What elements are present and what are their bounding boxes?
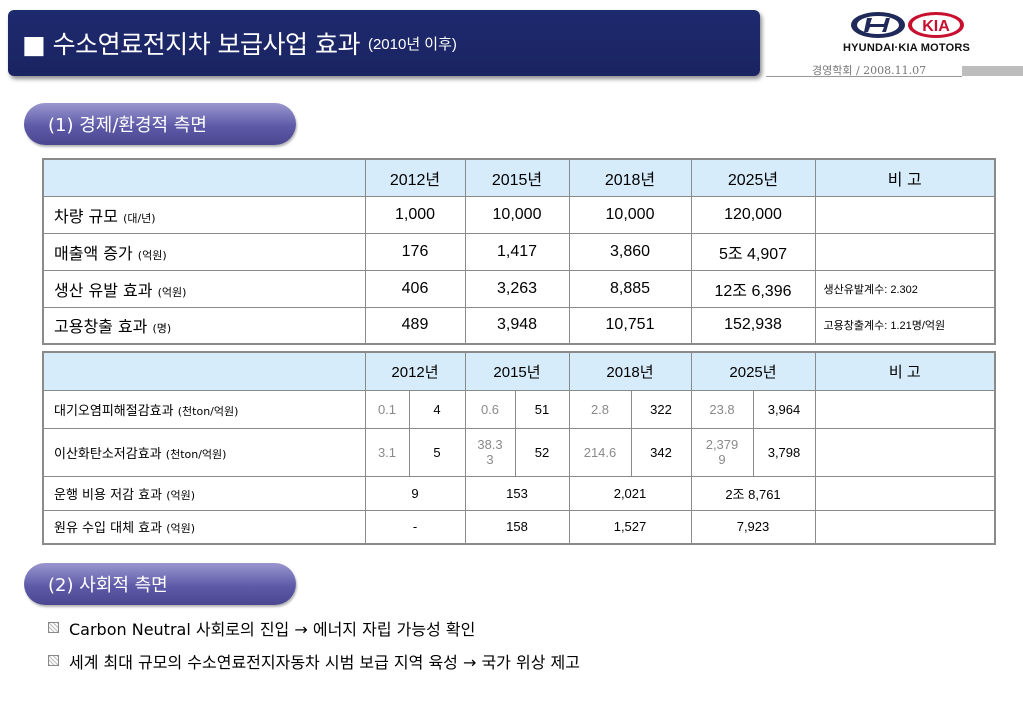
table-cell: 38.3 3 [464,427,516,477]
table-row: 고용창출 효과 (명) 489 3,948 10,751 152,938 고용창… [42,306,996,345]
header-cell: 2018년 [568,158,692,197]
table-cell: 3,263 [464,269,570,308]
table-cell: 214.6 [568,427,632,477]
header-cell: 2018년 [568,351,692,391]
table-cell: 489 [364,306,466,345]
table-header-row: 2012년 2015년 2018년 2025년 비 고 [42,158,996,197]
table-cell: 158 [464,509,570,545]
header-cell: 2012년 [364,158,466,197]
row-label: 생산 유발 효과 (억원) [42,269,366,308]
note-cell: 생산유발계수: 2.302 [814,269,996,308]
header-cell: 비 고 [814,158,996,197]
table-cell: 176 [364,232,466,271]
list-item: 세계 최대 규모의 수소연료전지자동차 시범 보급 지역 육성 → 국가 위상 … [48,644,580,677]
table-row: 원유 수입 대체 효과 (억원) - 158 1,527 7,923 [42,509,996,545]
header-cell [42,158,366,197]
header-cell: 2012년 [364,351,466,391]
table-cell: 3,860 [568,232,692,271]
row-label: 대기오염피해절감효과 (천ton/억원) [42,389,366,429]
table-row: 운행 비용 저감 효과 (억원) 9 153 2,021 2조 8,761 [42,475,996,511]
table-row: 생산 유발 효과 (억원) 406 3,263 8,885 12조 6,396 … [42,269,996,308]
bullet-square-icon [48,655,59,666]
bullet-text: Carbon Neutral 사회로의 진입 → 에너지 자립 가능성 확인 [69,619,476,639]
title-bar: ■ 수소연료전지차 보급사업 효과 (2010년 이후) [8,10,760,76]
note-cell: 고용창출계수: 1.21명/억원 [814,306,996,345]
note-cell [814,389,996,429]
note-cell [814,195,996,234]
page-title: ■ 수소연료전지차 보급사업 효과 [22,30,360,59]
economic-table: 2012년 2015년 2018년 2025년 비 고 차량 규모 (대/년) … [42,158,996,345]
footer-divider [766,76,962,77]
table-cell: 10,751 [568,306,692,345]
footer-grey-bar [962,66,1023,76]
table-cell: 1,000 [364,195,466,234]
section-heading-economic: (1) 경제/환경적 측면 [24,103,296,145]
table-cell: 5조 4,907 [690,232,816,271]
svg-text:KIA: KIA [922,18,950,35]
header-cell: 2025년 [690,158,816,197]
table-cell: 152,938 [690,306,816,345]
table-cell: 153 [464,475,570,511]
header-cell: 2025년 [690,351,816,391]
table-cell: 2,379 9 [690,427,754,477]
table-cell: 2.8 [568,389,632,429]
table-cell: 8,885 [568,269,692,308]
table-cell: 52 [514,427,570,477]
row-label: 원유 수입 대체 효과 (억원) [42,509,366,545]
table-row: 차량 규모 (대/년) 1,000 10,000 10,000 120,000 [42,195,996,234]
header-cell [42,351,366,391]
table-cell: 2조 8,761 [690,475,816,511]
table-header-row: 2012년 2015년 2018년 2025년 비 고 [42,351,996,391]
bullet-list: Carbon Neutral 사회로의 진입 → 에너지 자립 가능성 확인 세… [48,611,580,677]
list-item: Carbon Neutral 사회로의 진입 → 에너지 자립 가능성 확인 [48,611,580,644]
footer-note: 경영학회 / 2008.11.07 [812,64,927,77]
table-cell: 4 [408,389,466,429]
table-cell: 120,000 [690,195,816,234]
table-cell: 3.1 [364,427,410,477]
table-row: 매출액 증가 (억원) 176 1,417 3,860 5조 4,907 [42,232,996,271]
header-cell: 2015년 [464,158,570,197]
table-cell: 342 [630,427,692,477]
table-cell: 5 [408,427,466,477]
table-cell: 51 [514,389,570,429]
table-row: 이산화탄소저감효과 (천ton/억원) 3.1 5 38.3 3 52 214.… [42,427,996,477]
note-cell [814,427,996,477]
table-cell: 1,527 [568,509,692,545]
note-cell [814,475,996,511]
row-label: 이산화탄소저감효과 (천ton/억원) [42,427,366,477]
table-cell: 3,798 [752,427,816,477]
table-cell: 10,000 [464,195,570,234]
row-label: 고용창출 효과 (명) [42,306,366,345]
table-cell: - [364,509,466,545]
table-cell: 1,417 [464,232,570,271]
row-label: 매출액 증가 (억원) [42,232,366,271]
logo-caption: HYUNDAI·KIA MOTORS [843,42,971,54]
table-cell: 7,923 [690,509,816,545]
table-cell: 3,964 [752,389,816,429]
table-cell: 0.1 [364,389,410,429]
table-cell: 0.6 [464,389,516,429]
bullet-square-icon [48,622,59,633]
table-cell: 322 [630,389,692,429]
table-cell: 10,000 [568,195,692,234]
row-label: 운행 비용 저감 효과 (억원) [42,475,366,511]
header-cell: 비 고 [814,351,996,391]
bullet-text: 세계 최대 규모의 수소연료전지자동차 시범 보급 지역 육성 → 국가 위상 … [69,652,580,672]
table-cell: 406 [364,269,466,308]
row-label: 차량 규모 (대/년) [42,195,366,234]
table-cell: 9 [364,475,466,511]
header-cell: 2015년 [464,351,570,391]
hyundai-kia-logo: KIA [851,12,964,38]
table-row: 대기오염피해절감효과 (천ton/억원) 0.1 4 0.6 51 2.8 32… [42,389,996,429]
note-cell [814,232,996,271]
table-cell: 12조 6,396 [690,269,816,308]
table-cell: 23.8 [690,389,754,429]
environment-table: 2012년 2015년 2018년 2025년 비 고 대기오염피해절감효과 (… [42,351,996,545]
table-cell: 3,948 [464,306,570,345]
note-cell [814,509,996,545]
table-cell: 2,021 [568,475,692,511]
page-subtitle: (2010년 이후) [367,35,457,53]
section-heading-social: (2) 사회적 측면 [24,563,296,605]
